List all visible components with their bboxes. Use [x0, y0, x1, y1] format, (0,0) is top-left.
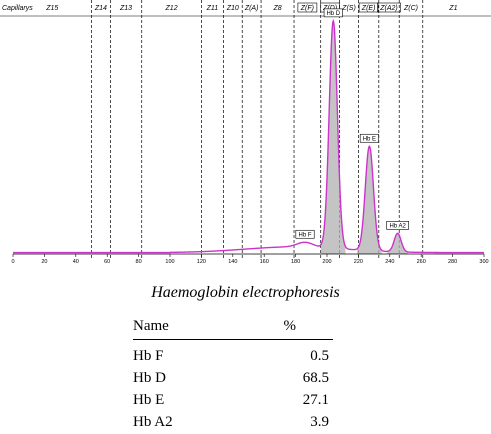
fraction-percent: 0.5 — [310, 348, 329, 364]
instrument-label: Capillarys — [2, 5, 33, 12]
table-row: Hb E 27.1 — [133, 390, 333, 412]
table-header-row: Name % — [133, 316, 333, 340]
x-tick-label: 140 — [228, 259, 237, 265]
zone-label: Z15 — [45, 5, 58, 12]
fraction-percent: 68.5 — [302, 370, 329, 386]
zone-labels: Z15 Z14 Z13 Z12 Z11 Z10 Z(A) Z8 Z(F) Z(D) Z(S) Z(E)… — [45, 2, 458, 13]
peak-fills — [321, 20, 409, 254]
table-row: Hb D 68.5 — [133, 368, 333, 390]
x-tick-label: 280 — [448, 259, 457, 265]
peak-label-box — [295, 229, 315, 239]
zone-label: Z(C) — [403, 5, 418, 12]
x-tick-label: 120 — [197, 259, 206, 265]
zone-label-box — [377, 2, 401, 13]
fraction-name: Hb E — [133, 392, 165, 408]
zone-label: Z(E) — [361, 5, 376, 12]
zone-label: Z(A) — [244, 5, 259, 12]
zone-label: Z1 — [448, 5, 457, 12]
zone-label: Z8 — [272, 5, 281, 12]
fraction-name: Hb A2 — [133, 414, 173, 430]
peak-fill — [387, 233, 409, 254]
column-header-percent: % — [246, 316, 333, 340]
results-table: Name % Hb F 0.5 Hb D 68.5 Hb E 27.1 Hb A… — [133, 316, 333, 434]
zone-label: Z(D) — [322, 5, 337, 12]
peak-label-box — [323, 8, 343, 18]
trace-layer — [13, 18, 484, 254]
zone-label: Z10 — [226, 5, 239, 12]
zone-label: Z(S) — [341, 5, 356, 12]
peak-label: Hb D — [326, 11, 340, 17]
x-tick-label: 0 — [11, 259, 14, 265]
peak-labels: Hb F Hb D Hb E Hb A2 — [295, 8, 409, 239]
x-tick-label: 60 — [104, 259, 110, 265]
x-tick-label: 240 — [385, 259, 394, 265]
zone-label: Z14 — [94, 5, 107, 12]
fraction-name: Hb D — [133, 370, 166, 386]
column-header-name: Name — [133, 316, 247, 340]
x-tick-label: 200 — [322, 259, 331, 265]
peak-fill — [357, 146, 382, 254]
fraction-percent: 27.1 — [302, 392, 329, 408]
x-axis: 0 20 40 60 80 100 120 140 160 180 200 220 240 260 280 3… — [11, 253, 489, 265]
zone-label: Z(A2) — [379, 5, 398, 12]
zone-label-box — [358, 2, 379, 13]
zone-label: Z13 — [119, 5, 132, 12]
figure-title: Haemoglobin electrophoresis — [151, 284, 340, 301]
x-tick-label: 180 — [291, 259, 300, 265]
peak-label-box — [359, 133, 379, 143]
x-tick-label: 160 — [260, 259, 269, 265]
x-tick-label: 260 — [417, 259, 426, 265]
peak-fill — [321, 20, 346, 254]
electrophoresis-trace — [13, 18, 484, 254]
zone-label-box — [297, 2, 318, 13]
x-tick-label: 20 — [41, 259, 47, 265]
table-row: Hb A2 3.9 — [133, 412, 333, 434]
peak-label: Hb F — [299, 232, 312, 238]
x-tick-label: 80 — [136, 259, 142, 265]
zone-label: Z(F) — [300, 5, 314, 12]
peak-label: Hb A2 — [389, 223, 406, 229]
table-row: Hb F 0.5 — [133, 340, 333, 369]
x-tick-label: 100 — [165, 259, 174, 265]
x-tick-label: 300 — [479, 259, 488, 265]
fraction-name: Hb F — [133, 348, 164, 364]
electrophoresis-chart: Z15 Z14 Z13 Z12 Z11 Z10 Z(A) Z8 Z(F) Z(D) Z(S) Z(E)… — [0, 0, 491, 265]
x-tick-label: 40 — [73, 259, 79, 265]
zone-label: Z12 — [165, 5, 178, 12]
zone-label: Z11 — [206, 5, 219, 12]
zone-boundaries — [0, 0, 491, 260]
peak-label: Hb E — [363, 136, 376, 142]
fraction-percent: 3.9 — [310, 414, 329, 430]
x-tick-label: 220 — [354, 259, 363, 265]
peak-label-box — [386, 221, 409, 230]
